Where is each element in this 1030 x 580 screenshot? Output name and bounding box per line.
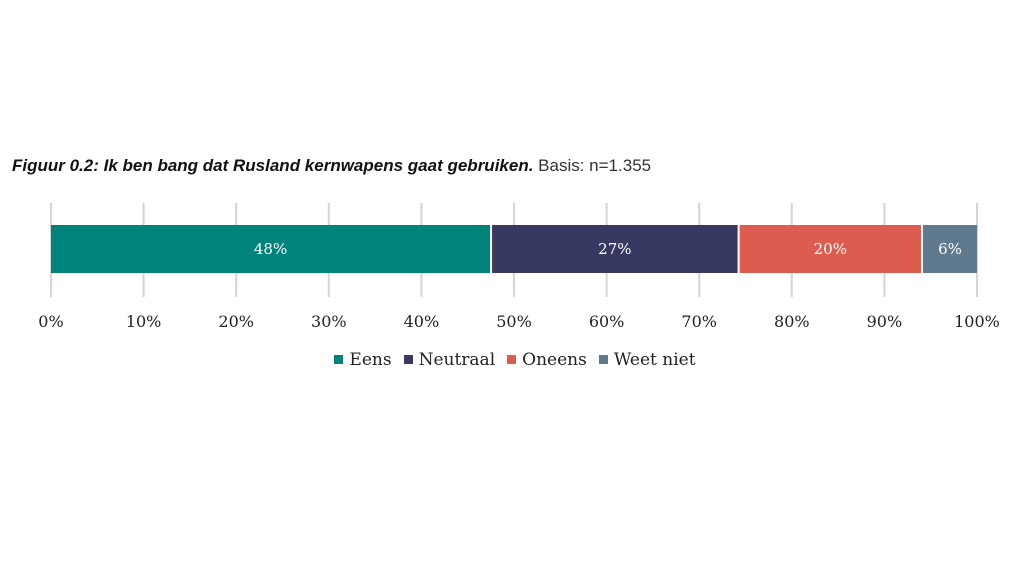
- x-tick-label: 0%: [38, 312, 63, 331]
- x-tick-label: 100%: [954, 312, 1000, 331]
- bar-segment-eens: [51, 225, 491, 273]
- legend-item-oneens: Oneens: [507, 350, 587, 370]
- legend-item-weet-niet: Weet niet: [598, 350, 696, 370]
- bar-segment-weet-niet: [922, 225, 977, 273]
- data-label-oneens: 20%: [814, 240, 847, 258]
- bar-segment-neutraal: [492, 225, 738, 273]
- legend-label-oneens: Oneens: [522, 350, 587, 370]
- x-tick-label: 80%: [774, 312, 810, 331]
- x-tick-label: 90%: [867, 312, 903, 331]
- chart-title-main: Figuur 0.2: Ik ben bang dat Rusland kern…: [12, 156, 534, 175]
- legend-swatch-eens: [334, 355, 344, 364]
- bar-segment-oneens: [739, 225, 921, 273]
- x-tick-label: 20%: [218, 312, 254, 331]
- x-tick-label: 40%: [404, 312, 440, 331]
- legend: Eens Neutraal Oneens Weet niet: [0, 350, 1030, 370]
- x-tick-label: 50%: [496, 312, 532, 331]
- x-tick-label: 70%: [681, 312, 717, 331]
- data-label-eens: 48%: [254, 240, 287, 258]
- x-tick-label: 30%: [311, 312, 347, 331]
- data-label-weet-niet: 6%: [938, 240, 962, 258]
- legend-item-eens: Eens: [334, 350, 392, 370]
- x-tick-label: 60%: [589, 312, 625, 331]
- legend-swatch-oneens: [507, 355, 517, 364]
- legend-item-neutraal: Neutraal: [403, 350, 496, 370]
- bar-segments: [51, 225, 977, 273]
- x-tick-label: 10%: [126, 312, 162, 331]
- x-axis-ticks: 0% 10% 20% 30% 40% 50% 60% 70% 80% 90% 100%: [38, 312, 1000, 331]
- chart-title: Figuur 0.2: Ik ben bang dat Rusland kern…: [12, 156, 651, 176]
- legend-label-weet-niet: Weet niet: [613, 350, 696, 370]
- chart-title-basis: Basis: n=1.355: [533, 156, 652, 175]
- segment-labels: 48% 27% 20% 6%: [254, 240, 962, 258]
- data-label-neutraal: 27%: [598, 240, 631, 258]
- legend-label-eens: Eens: [349, 350, 392, 370]
- legend-swatch-neutraal: [403, 355, 413, 364]
- legend-label-neutraal: Neutraal: [418, 350, 496, 370]
- legend-swatch-weet-niet: [598, 355, 608, 364]
